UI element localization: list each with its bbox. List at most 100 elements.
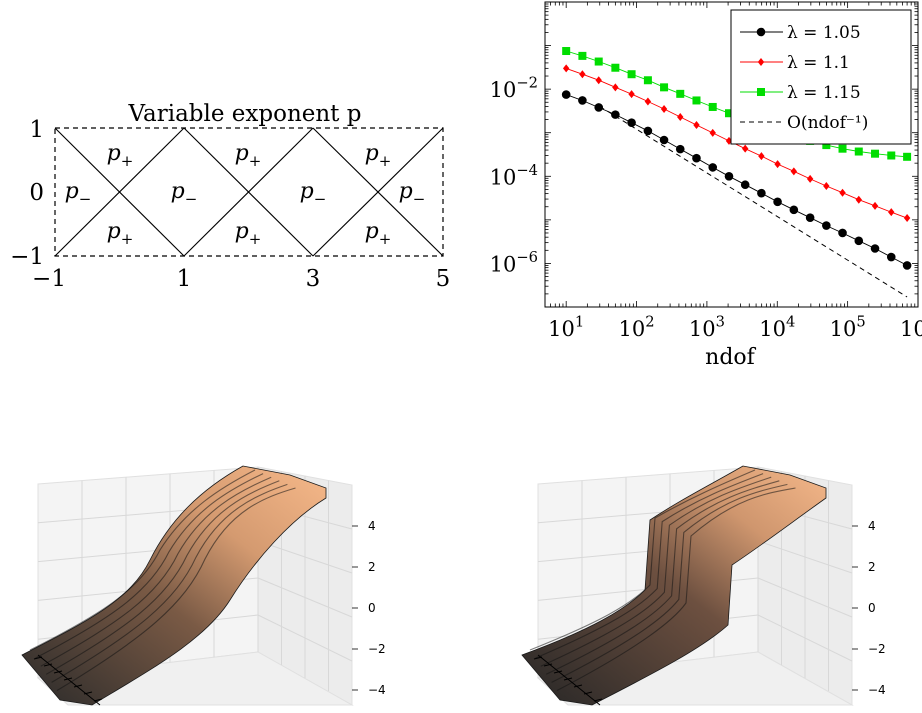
data-point <box>611 110 620 119</box>
region-label: p+ <box>365 141 392 170</box>
mesh-line <box>535 473 764 659</box>
data-point <box>660 83 669 92</box>
data-point <box>805 213 815 223</box>
z-tick-label: 2 <box>368 560 376 574</box>
region-label: p+ <box>107 141 134 170</box>
data-point <box>675 144 685 154</box>
z-tick-label: −2 <box>368 642 386 656</box>
axis-line <box>537 654 601 706</box>
z-tick-label: −4 <box>368 683 386 697</box>
data-point <box>692 96 701 105</box>
diagram-xtick: 3 <box>306 266 321 292</box>
data-point <box>578 96 587 105</box>
axis-tick <box>543 663 553 667</box>
y-tick-label: 10−4 <box>490 162 538 189</box>
data-point <box>822 141 831 150</box>
data-point <box>611 63 620 72</box>
region-label: p+ <box>107 219 134 248</box>
axis-tick <box>73 684 83 688</box>
x-axis-label: ndof <box>705 345 756 370</box>
data-point <box>612 83 619 92</box>
data-point <box>757 88 765 96</box>
data-point <box>725 136 733 145</box>
chart-legend: λ = 1.05 λ = 1.1 λ = 1.15 O(ndof⁻¹) <box>730 9 912 145</box>
diagram-diagonals <box>54 127 444 257</box>
x-tick-label: 104 <box>759 314 795 341</box>
region-label: p− <box>399 179 426 208</box>
data-point <box>774 160 781 169</box>
data-point <box>561 90 571 99</box>
surface-plot-right: 4 2 0 −2 −4 <box>521 465 886 706</box>
y-tick-label: 10−2 <box>490 75 538 102</box>
mesh-line <box>35 473 264 659</box>
data-point <box>724 171 734 181</box>
variable-exponent-diagram: Variable exponent p 1 0 −1 −1 1 3 5 p+ p+… <box>10 101 450 292</box>
data-point <box>871 149 880 158</box>
convergence-chart: 101 102 103 104 105 106 10−2 10−4 10−6 ndof λ =… <box>490 1 922 370</box>
x-tick-label: 105 <box>830 314 866 341</box>
diagram-frame <box>54 127 444 257</box>
x-tick-label: 106 <box>900 314 922 341</box>
data-point <box>838 228 847 238</box>
data-point <box>903 214 911 223</box>
axis-tick <box>43 663 53 667</box>
data-point <box>871 201 879 210</box>
data-point <box>740 180 750 190</box>
x-tick-label: 102 <box>618 314 654 341</box>
data-point <box>660 105 668 114</box>
data-point <box>628 90 635 99</box>
data-point <box>659 135 669 145</box>
data-point <box>724 109 733 118</box>
region-label: p+ <box>235 219 262 248</box>
diagram-title: Variable exponent p <box>128 101 362 127</box>
data-point <box>595 76 602 85</box>
data-point <box>562 64 570 73</box>
legend-label: λ = 1.1 <box>787 53 850 73</box>
data-point <box>594 103 604 112</box>
mesh-line <box>56 487 296 691</box>
region-label: p+ <box>365 219 392 248</box>
axis-line <box>37 654 101 706</box>
x-tick-label: 101 <box>548 314 584 341</box>
data-point <box>903 152 912 161</box>
data-point <box>644 97 652 106</box>
data-point <box>902 261 912 270</box>
axis-tick <box>53 670 63 674</box>
region-label: p− <box>65 179 92 208</box>
data-point <box>579 70 586 79</box>
mesh-line <box>51 483 288 683</box>
data-point <box>854 236 864 246</box>
region-label: p− <box>300 179 327 208</box>
data-point <box>708 163 718 172</box>
diagram-ytick: 1 <box>29 117 44 143</box>
legend-label: λ = 1.05 <box>787 23 861 43</box>
mesh-line <box>556 487 796 691</box>
data-point <box>773 197 782 207</box>
data-point <box>627 118 636 127</box>
data-point <box>789 205 799 215</box>
axis-tick <box>553 670 563 674</box>
data-point <box>677 112 684 121</box>
mesh-line <box>540 476 772 667</box>
region-label: p− <box>171 179 198 208</box>
data-point <box>838 144 847 153</box>
z-tick-label: 2 <box>868 560 876 574</box>
data-point <box>643 76 652 85</box>
data-point <box>708 102 717 111</box>
region-label: p+ <box>235 141 262 170</box>
z-tick-label: −2 <box>868 642 886 656</box>
data-point <box>887 151 896 160</box>
x-tick-label: 103 <box>689 314 725 341</box>
solution-surface <box>521 465 827 706</box>
series-line <box>566 94 908 266</box>
mesh-line <box>40 476 272 667</box>
data-point <box>854 147 863 156</box>
data-point <box>823 181 830 190</box>
data-point <box>855 195 862 204</box>
diagram-ytick: 0 <box>29 180 44 206</box>
data-point <box>790 167 798 176</box>
data-point <box>578 51 587 60</box>
data-point <box>594 57 603 66</box>
series-line <box>599 106 908 298</box>
